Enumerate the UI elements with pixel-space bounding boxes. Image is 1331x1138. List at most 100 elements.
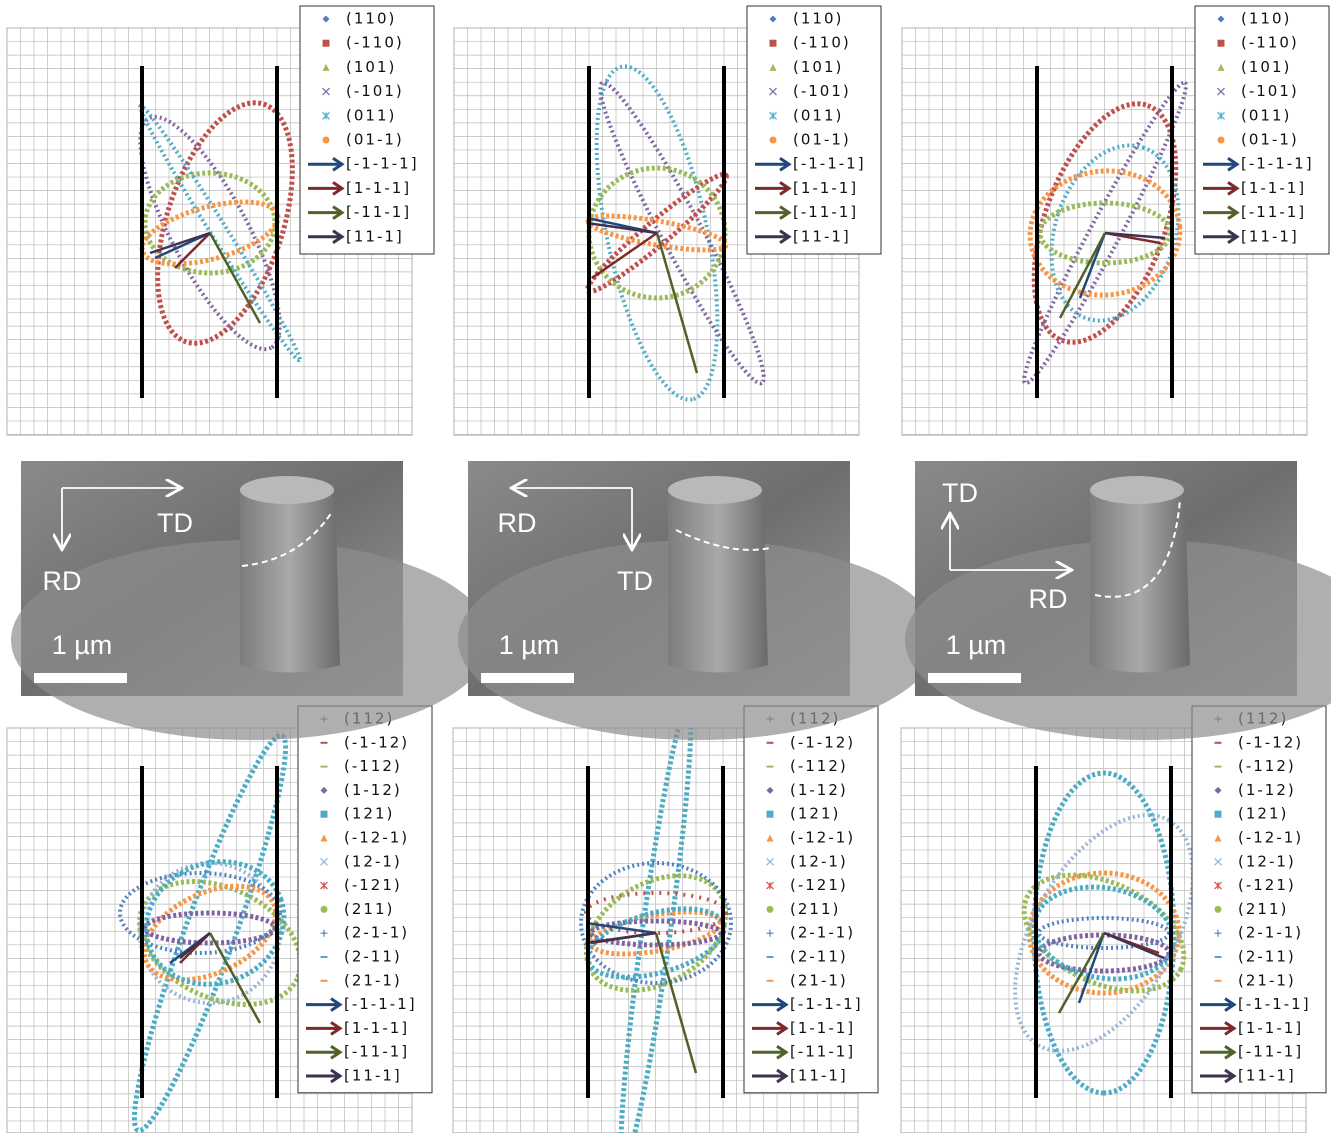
legend-label: [1-1-1] (346, 179, 411, 197)
direction-label: TD (157, 508, 193, 538)
pillar-top (668, 476, 762, 504)
legend-label: (-121) (1238, 876, 1296, 894)
legend-label: [11-1] (344, 1067, 402, 1085)
legend-label: (-110) (793, 34, 851, 52)
legend-label: (101) (346, 58, 396, 76)
legend-label: [-1-1-1] (790, 995, 863, 1013)
direction-label: RD (498, 508, 537, 538)
chart-panel: (110) (-110) (101) (-101) (011) (01-1) [-1-1-1… (902, 6, 1329, 435)
legend-label: (21-1) (344, 971, 402, 989)
legend-marker (1215, 811, 1222, 818)
sem-image: TDRD1 µm (11, 461, 491, 740)
pillar-top (1090, 476, 1184, 504)
legend-label: (-101) (793, 82, 851, 100)
legend-marker (321, 906, 328, 913)
legend-label: (12-1) (1238, 852, 1296, 870)
legend-label: (1-12) (1238, 781, 1296, 799)
legend-label: (110) (793, 10, 843, 28)
pillar (240, 490, 340, 673)
legend-label: (211) (344, 900, 394, 918)
direction-label: RD (1029, 584, 1068, 614)
legend-label: (121) (344, 805, 394, 823)
legend-label: (110) (1241, 10, 1291, 28)
legend-label: (1-12) (790, 781, 848, 799)
legend-label: (-121) (344, 876, 402, 894)
legend-label: [1-1-1] (1238, 1019, 1303, 1037)
legend-label: (2-11) (790, 948, 848, 966)
legend-marker (1218, 137, 1225, 144)
legend-label: (12-1) (790, 852, 848, 870)
legend-label: (011) (793, 106, 843, 124)
chart-panel: (110)(-110)(101)(-101)(011)(01-1)[-1-1-1… (454, 6, 881, 435)
legend-label: [1-1-1] (1241, 179, 1306, 197)
pillar (1090, 490, 1190, 673)
legend-label: (1-12) (344, 781, 402, 799)
legend-label: [-11-1] (793, 203, 858, 221)
legend-label: (-112) (344, 757, 402, 775)
scale-label: 1 µm (499, 630, 560, 660)
legend-marker (767, 906, 774, 913)
legend-label: [1-1-1] (793, 179, 858, 197)
legend-label: [-1-1-1] (1238, 995, 1311, 1013)
legend-label: (011) (346, 106, 396, 124)
scale-bar (481, 673, 574, 683)
legend-label: [1-1-1] (790, 1019, 855, 1037)
scale-label: 1 µm (946, 630, 1007, 660)
legend-label: (121) (1238, 805, 1288, 823)
legend-label: (-1-12) (790, 733, 855, 751)
legend-label: [-11-1] (344, 1043, 409, 1061)
legend-label: [11-1] (793, 227, 851, 245)
legend-label: (011) (1241, 106, 1291, 124)
legend-label: (211) (790, 900, 840, 918)
legend-label: [-11-1] (790, 1043, 855, 1061)
legend-label: (-112) (1238, 757, 1296, 775)
legend-marker (770, 137, 777, 144)
legend-label: (01-1) (1241, 131, 1299, 149)
legend-label: (110) (346, 10, 396, 28)
legend-label: [1-1-1] (344, 1019, 409, 1037)
legend-label: (2-1-1) (344, 924, 409, 942)
legend-label: (-112) (790, 757, 848, 775)
legend-label: (2-1-1) (790, 924, 855, 942)
legend-label: (-121) (790, 876, 848, 894)
scale-bar (34, 673, 127, 683)
sem-image: RDTD1 µm (458, 461, 938, 740)
legend-label: [-11-1] (346, 203, 411, 221)
legend-label: (101) (1241, 58, 1291, 76)
legend-label: (2-11) (344, 948, 402, 966)
chart-panel: (112)(-1-12)(-112)(1-12)(121)(-12-1)(12-… (901, 706, 1326, 1133)
direction-label: TD (942, 478, 978, 508)
legend-marker (767, 811, 774, 818)
pillar-top (240, 476, 334, 504)
legend-label: (21-1) (1238, 971, 1296, 989)
legend-marker (323, 40, 330, 47)
legend-label: [11-1] (1238, 1067, 1296, 1085)
legend-label: (-12-1) (790, 829, 855, 847)
legend-label: (-1-12) (344, 733, 409, 751)
legend-label: (01-1) (793, 131, 851, 149)
legend-marker (1215, 906, 1222, 913)
legend-label: (-110) (346, 34, 404, 52)
legend-label: (211) (1238, 900, 1288, 918)
legend-label: [-1-1-1] (1241, 155, 1314, 173)
legend-label: [-11-1] (1241, 203, 1306, 221)
legend-label: (2-11) (1238, 948, 1296, 966)
legend-label: [-11-1] (1238, 1043, 1303, 1061)
legend-label: (-101) (1241, 82, 1299, 100)
legend-label: (121) (790, 805, 840, 823)
legend-label: (21-1) (790, 971, 848, 989)
legend-label: (01-1) (346, 131, 404, 149)
legend-label: [11-1] (1241, 227, 1299, 245)
legend-label: (-12-1) (1238, 829, 1303, 847)
legend-marker (323, 137, 330, 144)
legend-label: [-1-1-1] (344, 995, 417, 1013)
legend-label: (-110) (1241, 34, 1299, 52)
page: {"top_row": [ {"legend": ["(110)", "(-11… (0, 0, 1331, 1133)
legend-label: [11-1] (346, 227, 404, 245)
sem-image: TD RD 1 µm (905, 461, 1331, 740)
chart-panel: (112)(-1-12)(-112)(1-12)(121)(-12-1)(12-… (7, 706, 432, 1133)
direction-label: RD (43, 566, 82, 596)
legend-label: (-101) (346, 82, 404, 100)
legend-label: (101) (793, 58, 843, 76)
legend-marker (770, 40, 777, 47)
